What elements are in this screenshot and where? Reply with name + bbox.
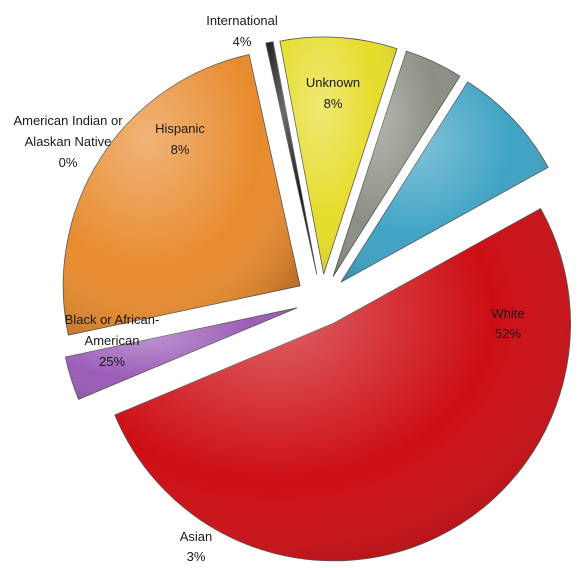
pie-slice-hispanic-gloss	[279, 37, 397, 275]
slice-label-asian: Asian 3%	[180, 529, 213, 564]
slice-label-amind-name-2: Alaskan Native	[25, 134, 112, 149]
slice-label-unknown: Unknown 8%	[306, 75, 360, 111]
pie-slice-black-or-african-american-gloss	[63, 54, 301, 336]
pie-slice-asian-gloss	[65, 307, 298, 400]
pie-slices	[62, 36, 571, 562]
slice-label-international: International 4%	[206, 13, 278, 49]
slice-label-hispanic: Hispanic 8%	[155, 121, 205, 157]
slice-label-black-name: Black or African-	[65, 312, 160, 327]
slice-label-black-percent: 25%	[99, 354, 125, 369]
pie-slice-unknown-gloss	[340, 81, 549, 283]
slice-label-amind: American Indian or Alaskan Native 0%	[13, 113, 123, 170]
slice-label-white-name: White	[491, 306, 524, 321]
slice-label-asian-name: Asian	[180, 529, 213, 544]
slice-label-amind-name: American Indian or	[13, 113, 123, 128]
slice-label-white-percent: 52%	[495, 326, 521, 341]
slice-label-asian-percent: 3%	[187, 549, 206, 564]
slice-label-black-name-2: American	[85, 333, 140, 348]
slice-label-hispanic-name: Hispanic	[155, 121, 205, 136]
slice-label-international-name: International	[206, 13, 278, 28]
pie-slice-american-indian-or-alaskan-native-gloss	[265, 41, 317, 275]
pie-slice-white-gloss	[114, 208, 571, 561]
slice-label-unknown-percent: 8%	[324, 96, 343, 111]
pie-slice-international-gloss	[333, 51, 460, 277]
slice-label-international-percent: 4%	[233, 34, 252, 49]
slice-label-black: Black or African- American 25%	[65, 312, 160, 369]
slice-label-white: White 52%	[491, 306, 524, 341]
slice-label-amind-percent: 0%	[59, 155, 78, 170]
slice-label-hispanic-percent: 8%	[171, 142, 190, 157]
slice-label-unknown-name: Unknown	[306, 75, 360, 90]
